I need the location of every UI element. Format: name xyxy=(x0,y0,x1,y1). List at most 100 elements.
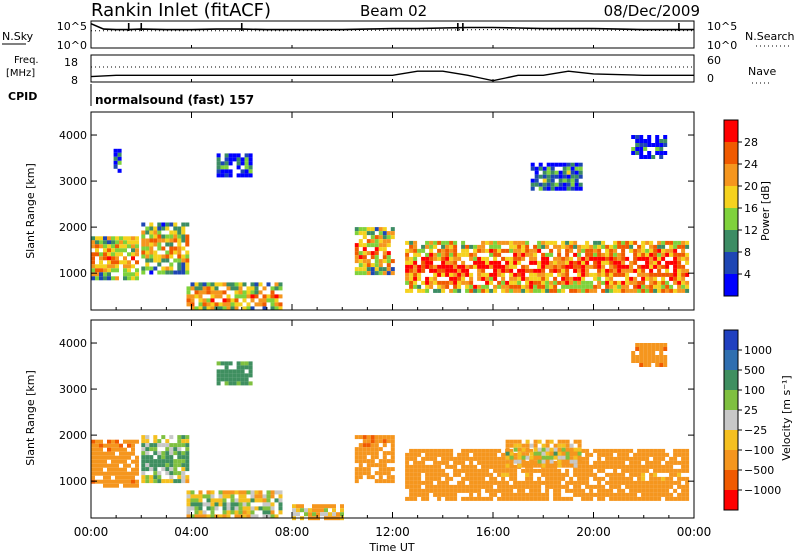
scatter-cell xyxy=(481,484,486,489)
scatter-cell xyxy=(649,276,654,281)
scatter-cell xyxy=(485,456,490,461)
scatter-cell xyxy=(266,282,271,287)
scatter-cell xyxy=(433,472,438,477)
scatter-cell xyxy=(274,498,279,503)
scatter-cell xyxy=(153,475,158,480)
scatter-cell xyxy=(145,262,150,267)
scatter-cell xyxy=(210,302,215,307)
scatter-cell xyxy=(107,248,111,253)
scatter-cell xyxy=(374,447,379,452)
scatter-cell xyxy=(465,268,470,273)
scatter-cell xyxy=(115,443,119,448)
scatter-cell xyxy=(665,452,670,457)
scatter-cell xyxy=(577,272,582,277)
scatter-cell xyxy=(453,240,458,245)
scatter-cell xyxy=(621,476,626,481)
scatter-cell xyxy=(605,252,610,257)
scatter-cell xyxy=(340,512,344,517)
colorbar-tick-label: 8 xyxy=(744,246,751,259)
scatter-cell xyxy=(629,260,634,265)
scatter-cell xyxy=(386,231,391,236)
scatter-cell xyxy=(185,254,190,259)
scatter-cell xyxy=(477,484,482,489)
scatter-cell xyxy=(111,483,115,488)
scatter-cell xyxy=(477,276,482,281)
scatter-cell xyxy=(382,247,387,252)
scatter-cell xyxy=(230,298,235,303)
scatter-cell xyxy=(569,244,574,249)
scatter-cell xyxy=(177,270,182,275)
scatter-cell xyxy=(449,272,454,277)
scatter-cell xyxy=(169,451,174,456)
scatter-cell xyxy=(145,447,150,452)
scatter-cell xyxy=(425,240,430,245)
scatter-cell xyxy=(224,161,229,166)
scatter-cell xyxy=(234,286,239,291)
scatter-cell xyxy=(131,467,135,472)
scatter-cell xyxy=(111,276,115,281)
scatter-cell xyxy=(374,259,379,264)
scatter-cell xyxy=(308,512,312,517)
scatter-cell xyxy=(429,256,434,261)
nave-right-tick-top: 60 xyxy=(707,54,721,67)
scatter-cell xyxy=(485,248,490,253)
scatter-cell xyxy=(570,182,575,187)
scatter-cell xyxy=(663,143,668,147)
scatter-cell xyxy=(625,452,630,457)
scatter-cell xyxy=(577,459,582,464)
scatter-cell xyxy=(645,288,650,293)
scatter-cell xyxy=(103,276,107,281)
scatter-cell xyxy=(226,514,231,519)
scatter-cell xyxy=(617,464,622,469)
scatter-cell xyxy=(386,459,391,464)
scatter-cell xyxy=(641,288,646,293)
scatter-cell xyxy=(202,282,207,287)
scatter-cell xyxy=(441,488,446,493)
scatter-cell xyxy=(633,488,638,493)
scatter-cell xyxy=(655,139,660,143)
scatter-cell xyxy=(573,240,578,245)
colorbar-tick-label: 1000 xyxy=(744,344,772,357)
scatter-cell xyxy=(177,250,182,255)
scatter-cell xyxy=(437,248,442,253)
scatter-cell xyxy=(501,496,506,501)
colorbar-tick-label: 24 xyxy=(744,158,758,171)
scatter-cell xyxy=(577,480,582,485)
scatter-cell xyxy=(328,512,332,517)
scatter-cell xyxy=(469,448,474,453)
scatter-cell xyxy=(685,256,690,261)
scatter-cell xyxy=(501,484,506,489)
scatter-cell xyxy=(409,264,414,269)
scatter-cell xyxy=(549,240,554,245)
scatter-cell xyxy=(107,443,111,448)
scatter-cell xyxy=(633,496,638,501)
scatter-cell xyxy=(115,483,119,488)
scatter-cell xyxy=(425,280,430,285)
scatter-cell xyxy=(549,468,554,473)
scatter-cell xyxy=(238,282,243,287)
scatter-cell xyxy=(629,488,634,493)
scatter-cell xyxy=(405,452,410,457)
scatter-cell xyxy=(489,240,494,245)
scatter-cell xyxy=(637,448,642,453)
scatter-cell xyxy=(173,246,178,251)
scatter-cell xyxy=(545,451,550,456)
scatter-cell xyxy=(224,381,229,386)
scatter-cell xyxy=(641,268,646,273)
scatter-cell xyxy=(409,484,414,489)
scatter-cell xyxy=(374,451,379,456)
scatter-cell xyxy=(441,468,446,473)
scatter-cell xyxy=(593,256,598,261)
scatter-cell xyxy=(605,472,610,477)
scatter-cell xyxy=(216,157,221,162)
scatter-cell xyxy=(561,256,566,261)
scatter-cell xyxy=(525,264,530,269)
scatter-cell xyxy=(509,244,514,249)
scatter-cell xyxy=(453,496,458,501)
scatter-cell xyxy=(513,484,518,489)
scatter-cell xyxy=(461,464,466,469)
scatter-cell xyxy=(250,306,255,311)
scatter-cell xyxy=(270,306,275,311)
scatter-cell xyxy=(135,276,139,281)
scatter-cell xyxy=(123,276,127,281)
